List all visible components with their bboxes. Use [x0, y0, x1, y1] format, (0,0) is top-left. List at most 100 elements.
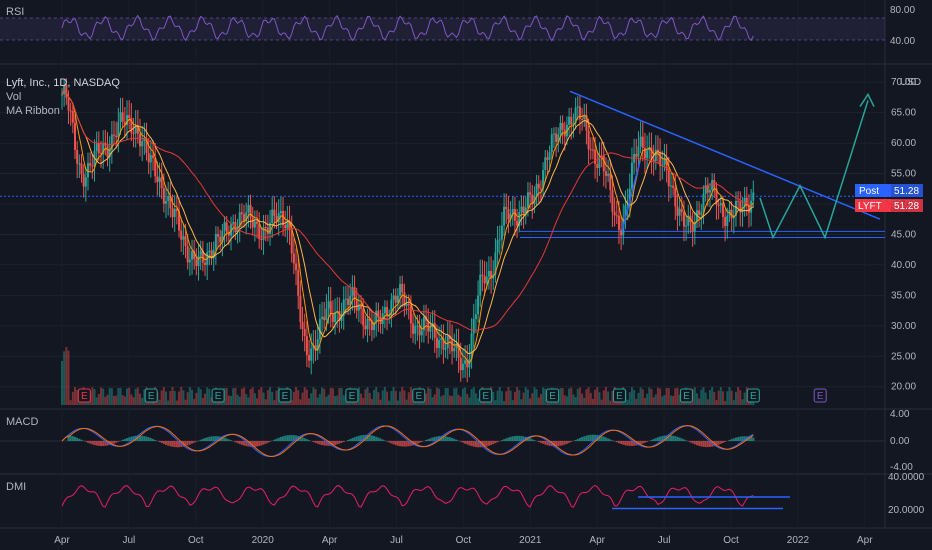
- macd-hist: [717, 441, 720, 445]
- candle-body: [464, 360, 467, 364]
- volume-bar: [639, 387, 642, 405]
- macd-hist: [682, 439, 685, 441]
- macd-hist: [461, 441, 464, 443]
- macd-hist: [288, 435, 291, 441]
- earnings-marker-label: E: [215, 391, 222, 402]
- volume-bar: [440, 396, 443, 405]
- candle-body: [314, 345, 317, 351]
- macd-hist: [134, 435, 137, 441]
- macd-hist: [262, 441, 265, 445]
- earnings-marker[interactable]: E: [479, 388, 493, 403]
- earnings-marker[interactable]: E: [613, 388, 626, 403]
- earnings-marker[interactable]: E: [746, 388, 760, 403]
- post-price-tag[interactable]: Post 51.28: [855, 184, 923, 197]
- candle-body: [134, 125, 137, 134]
- earnings-marker[interactable]: E: [278, 388, 292, 403]
- candle-body: [483, 276, 486, 284]
- macd-hist: [253, 441, 256, 447]
- macd-hist: [507, 437, 510, 441]
- candle-body: [444, 348, 447, 350]
- chart-title: Lyft, Inc., 1D, NASDAQ: [6, 77, 120, 89]
- volume-bar: [297, 390, 300, 405]
- volume-bar: [97, 393, 100, 405]
- candle-body: [598, 155, 601, 169]
- volume-bar: [448, 395, 451, 405]
- earnings-marker[interactable]: E: [144, 388, 158, 403]
- macd-hist: [425, 440, 428, 441]
- candle-body: [435, 337, 438, 349]
- macd-hist: [715, 441, 718, 446]
- earnings-marker[interactable]: E: [679, 388, 693, 403]
- candle-body: [301, 322, 304, 330]
- candle-body: [652, 159, 655, 162]
- macd-hist: [617, 441, 620, 444]
- price-tick: 45.00: [891, 229, 916, 240]
- time-label: Jul: [123, 535, 136, 546]
- volume-bar: [329, 387, 332, 405]
- macd-hist: [459, 441, 462, 442]
- candle-body: [152, 155, 155, 159]
- candle-body: [217, 233, 220, 237]
- candle-body: [201, 250, 204, 263]
- macd-hist: [639, 441, 642, 445]
- candle-body: [78, 163, 81, 165]
- volume-bar: [370, 398, 373, 405]
- earnings-marker[interactable]: E: [813, 388, 827, 403]
- candle-body: [273, 209, 276, 216]
- candle-body: [628, 188, 631, 204]
- macd-hist: [557, 441, 560, 447]
- volume-bar: [464, 387, 467, 405]
- volume-bar: [210, 397, 213, 405]
- candle-body: [97, 143, 100, 154]
- macd-hist: [407, 441, 410, 447]
- volume-bar: [165, 391, 168, 405]
- macd-hist: [444, 436, 447, 441]
- volume-bar: [544, 388, 547, 405]
- candle-body: [132, 132, 135, 134]
- macd-hist: [357, 435, 360, 441]
- candle-body: [193, 251, 196, 260]
- earnings-marker[interactable]: E: [77, 388, 91, 403]
- earnings-marker[interactable]: E: [546, 388, 560, 403]
- candle-body: [420, 330, 423, 336]
- macd-hist: [466, 441, 469, 445]
- macd-hist: [581, 437, 584, 441]
- earnings-marker[interactable]: E: [211, 388, 225, 403]
- candle-body: [87, 163, 90, 178]
- macd-hist: [110, 441, 113, 445]
- macd-hist: [429, 438, 432, 441]
- candle-body: [557, 134, 560, 142]
- macd-hist: [381, 439, 384, 441]
- volume-bar: [700, 389, 703, 405]
- volume-bar: [425, 393, 428, 405]
- candle-body: [74, 122, 77, 150]
- candle-body: [576, 106, 579, 108]
- macd-hist: [730, 439, 733, 441]
- macd-hist: [643, 441, 646, 443]
- volume-bar: [193, 398, 196, 405]
- price-axis-ticks: 70.0065.0060.0055.0050.0045.0040.0035.00…: [891, 77, 916, 393]
- volume-bar: [672, 395, 675, 405]
- volume-bar: [609, 400, 612, 405]
- candle-body: [544, 157, 547, 171]
- macd-hist: [69, 435, 72, 441]
- macd-hist: [323, 441, 326, 446]
- candle-body: [594, 149, 597, 164]
- volume-bar: [435, 387, 438, 405]
- macd-hist: [691, 441, 694, 444]
- macd-hist: [496, 441, 499, 443]
- candle-body: [750, 200, 753, 213]
- rsi-band: [0, 17, 885, 41]
- volume-bar: [587, 387, 590, 405]
- candle-body: [734, 200, 737, 216]
- last-price-tag[interactable]: LYFT 51.28: [855, 199, 923, 212]
- earnings-marker[interactable]: E: [345, 388, 359, 403]
- macd-hist: [130, 436, 133, 441]
- candle-body: [158, 177, 161, 182]
- candle-body: [552, 133, 555, 135]
- trendlines: [569, 90, 881, 232]
- volume-bar: [713, 391, 716, 405]
- earnings-marker[interactable]: E: [412, 388, 426, 403]
- macd-hist: [97, 441, 100, 446]
